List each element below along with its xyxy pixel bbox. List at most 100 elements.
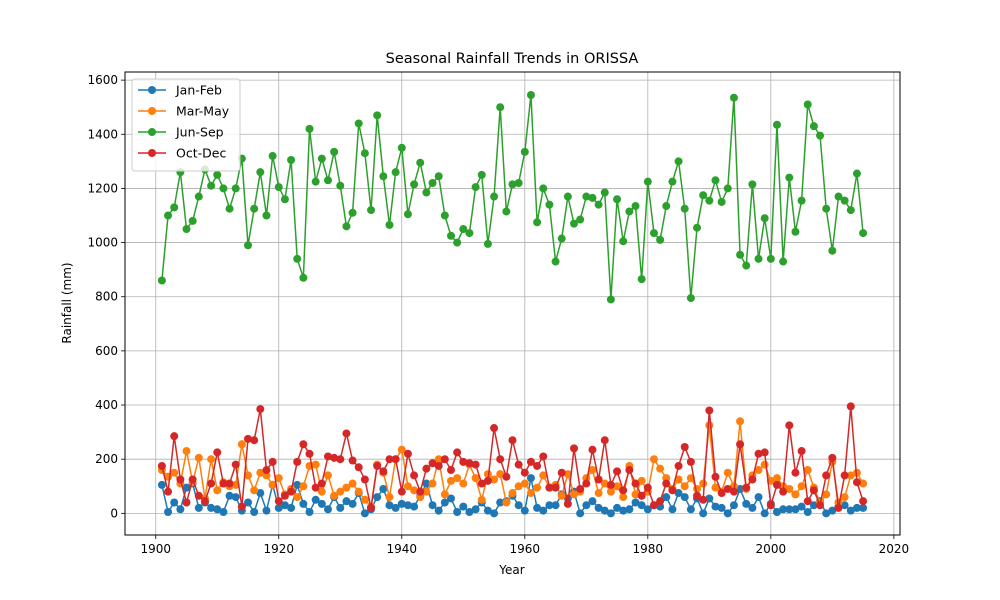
data-point-jan-feb xyxy=(686,505,695,514)
data-point-oct-dec xyxy=(194,491,203,500)
data-point-jan-feb xyxy=(465,507,474,516)
data-point-mar-may xyxy=(348,479,357,488)
data-point-jun-sep xyxy=(293,254,302,263)
data-point-jun-sep xyxy=(662,202,671,211)
data-point-jun-sep xyxy=(723,184,732,193)
data-point-jan-feb xyxy=(496,498,505,507)
data-point-oct-dec xyxy=(367,503,376,512)
legend-marker-jan-feb xyxy=(148,86,156,94)
data-point-mar-may xyxy=(422,487,431,496)
data-point-jan-feb xyxy=(526,474,535,483)
data-point-jan-feb xyxy=(551,501,560,510)
data-point-mar-may xyxy=(600,479,609,488)
data-point-jan-feb xyxy=(323,505,332,514)
data-point-jan-feb xyxy=(514,501,523,510)
data-point-jan-feb xyxy=(785,505,794,514)
data-point-jun-sep xyxy=(508,180,517,189)
data-point-oct-dec xyxy=(754,449,763,458)
data-point-oct-dec xyxy=(477,479,486,488)
data-point-jun-sep xyxy=(563,192,572,201)
data-point-jan-feb xyxy=(434,506,443,515)
y-tick-label: 400 xyxy=(95,398,118,412)
data-point-jan-feb xyxy=(287,503,296,512)
data-point-mar-may xyxy=(354,487,363,496)
data-point-mar-may xyxy=(785,484,794,493)
data-point-mar-may xyxy=(846,471,855,480)
data-point-mar-may xyxy=(244,471,253,480)
data-point-jan-feb xyxy=(760,509,769,518)
data-point-jun-sep xyxy=(846,206,855,215)
data-point-mar-may xyxy=(299,482,308,491)
x-tick-label: 1980 xyxy=(633,542,664,556)
data-point-oct-dec xyxy=(391,455,400,464)
data-point-jan-feb xyxy=(736,484,745,493)
data-point-jan-feb xyxy=(662,493,671,502)
data-point-jun-sep xyxy=(600,188,609,197)
data-point-jan-feb xyxy=(809,501,818,510)
data-point-jan-feb xyxy=(852,503,861,512)
data-point-jun-sep xyxy=(533,218,542,227)
chart-title: Seasonal Rainfall Trends in ORISSA xyxy=(386,51,639,67)
data-point-oct-dec xyxy=(539,452,548,461)
data-point-jun-sep xyxy=(514,179,523,188)
data-point-oct-dec xyxy=(348,456,357,465)
y-tick-label: 200 xyxy=(95,452,118,466)
data-point-oct-dec xyxy=(545,483,554,492)
data-point-jun-sep xyxy=(354,119,363,128)
y-tick-label: 0 xyxy=(110,506,118,520)
data-point-mar-may xyxy=(803,466,812,475)
data-point-mar-may xyxy=(502,498,511,507)
data-point-mar-may xyxy=(508,489,517,498)
data-point-jun-sep xyxy=(717,197,726,206)
x-tick-label: 1940 xyxy=(387,542,418,556)
data-point-oct-dec xyxy=(570,444,579,453)
data-point-jun-sep xyxy=(557,234,566,243)
data-point-oct-dec xyxy=(317,479,326,488)
data-point-jan-feb xyxy=(668,505,677,514)
data-point-oct-dec xyxy=(791,468,800,477)
data-point-jun-sep xyxy=(613,195,622,204)
data-point-jan-feb xyxy=(772,507,781,516)
data-point-jan-feb xyxy=(348,499,357,508)
data-point-jun-sep xyxy=(526,91,535,100)
data-point-oct-dec xyxy=(428,459,437,468)
data-point-oct-dec xyxy=(668,486,677,495)
data-point-oct-dec xyxy=(182,498,191,507)
data-point-oct-dec xyxy=(533,461,542,470)
data-point-mar-may xyxy=(410,486,419,495)
data-point-jan-feb xyxy=(446,494,455,503)
data-point-oct-dec xyxy=(779,487,788,496)
data-point-mar-may xyxy=(483,470,492,479)
y-tick-label: 600 xyxy=(95,344,118,358)
data-point-jun-sep xyxy=(779,257,788,266)
data-point-mar-may xyxy=(557,491,566,500)
data-point-jun-sep xyxy=(570,219,579,228)
data-point-jun-sep xyxy=(859,229,868,238)
data-point-mar-may xyxy=(514,482,523,491)
data-point-jan-feb xyxy=(520,506,529,515)
data-point-mar-may xyxy=(459,479,468,488)
data-point-mar-may xyxy=(859,479,868,488)
data-point-oct-dec xyxy=(643,483,652,492)
data-point-jun-sep xyxy=(619,237,628,246)
data-point-mar-may xyxy=(250,486,259,495)
data-point-jan-feb xyxy=(262,506,271,515)
data-point-mar-may xyxy=(336,487,345,496)
data-point-oct-dec xyxy=(760,448,769,457)
data-point-oct-dec xyxy=(508,436,517,445)
data-point-oct-dec xyxy=(323,452,332,461)
data-point-jan-feb xyxy=(711,502,720,511)
data-point-jan-feb xyxy=(729,501,738,510)
data-point-jan-feb xyxy=(539,506,548,515)
data-point-mar-may xyxy=(631,490,640,499)
data-point-jun-sep xyxy=(772,120,781,129)
data-point-mar-may xyxy=(385,493,394,502)
data-point-mar-may xyxy=(723,468,732,477)
data-point-jan-feb xyxy=(360,509,369,518)
data-point-jan-feb xyxy=(459,502,468,511)
data-point-mar-may xyxy=(613,482,622,491)
data-point-oct-dec xyxy=(410,471,419,480)
data-point-jan-feb xyxy=(600,506,609,515)
data-point-jan-feb xyxy=(207,503,216,512)
data-point-mar-may xyxy=(563,470,572,479)
